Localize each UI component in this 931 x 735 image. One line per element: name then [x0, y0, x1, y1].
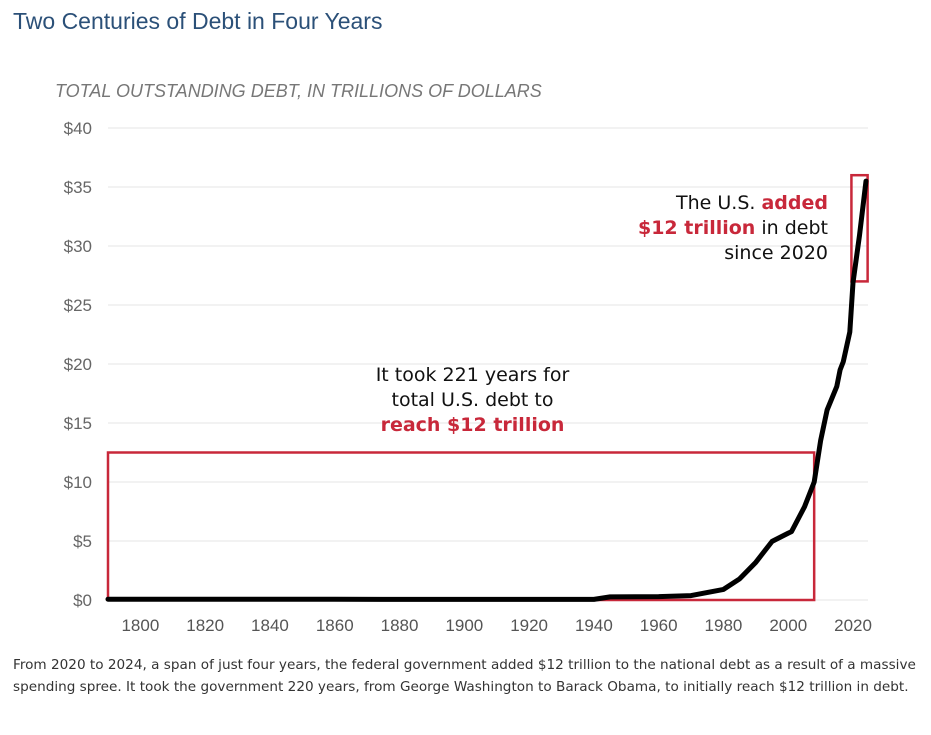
x-tick-label: 2000: [769, 616, 807, 635]
x-tick-label: 1900: [445, 616, 483, 635]
x-tick-label: 1960: [640, 616, 678, 635]
y-tick-label: $35: [64, 178, 92, 197]
chart-caption: From 2020 to 2024, a span of just four y…: [13, 657, 916, 695]
y-tick-label: $5: [73, 532, 92, 551]
annotation-highlight: $12 trillion: [637, 217, 756, 239]
annotation-highlight: reach $12 trillion: [380, 414, 565, 436]
x-tick-label: 1860: [316, 616, 354, 635]
x-tick-label: 1820: [186, 616, 224, 635]
y-tick-label: $15: [64, 414, 92, 433]
highlight-box: [850, 173, 869, 283]
page-title: Two Centuries of Debt in Four Years: [13, 8, 383, 34]
annotation-221-years: It took 221 years for total U.S. debt to…: [330, 363, 615, 438]
annotation-line: total U.S. debt to: [391, 389, 554, 411]
annotation-line: It took 221 years for: [375, 364, 570, 386]
x-tick-label: 1940: [575, 616, 613, 635]
y-tick-label: $10: [64, 473, 92, 492]
x-tick-label: 1880: [381, 616, 419, 635]
debt-chart: TOTAL OUTSTANDING DEBT, IN TRILLIONS OF …: [55, 81, 872, 635]
annotation-text: since 2020: [724, 242, 828, 264]
highlight-box: [106, 451, 816, 602]
x-tick-label: 1980: [705, 616, 743, 635]
annotation-since-2020: The U.S. added $12 trillion in debt sinc…: [560, 191, 828, 266]
y-tick-label: $25: [64, 296, 92, 315]
y-axis-label: TOTAL OUTSTANDING DEBT, IN TRILLIONS OF …: [55, 81, 542, 101]
annotation-highlight: added: [761, 192, 828, 214]
x-tick-label: 1840: [251, 616, 289, 635]
debt-line: [105, 178, 869, 602]
y-tick-label: $0: [73, 591, 92, 610]
x-tick-label: 1920: [510, 616, 548, 635]
annotation-text: in debt: [755, 217, 828, 239]
x-tick-label: 2020: [834, 616, 872, 635]
y-tick-label: $20: [64, 355, 92, 374]
y-tick-label: $40: [64, 119, 92, 138]
x-tick-label: 1800: [121, 616, 159, 635]
annotation-text: The U.S.: [676, 192, 762, 214]
y-tick-label: $30: [64, 237, 92, 256]
